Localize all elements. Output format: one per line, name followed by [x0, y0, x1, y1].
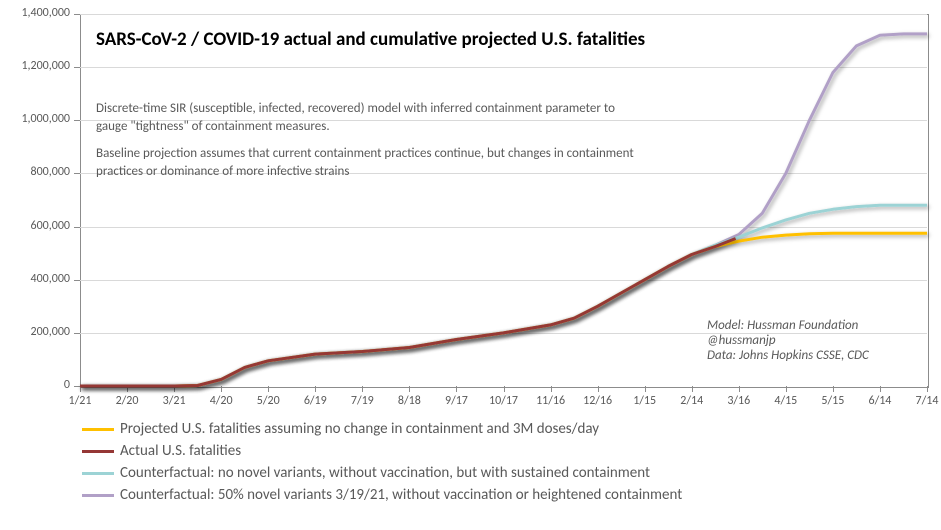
legend-item: Counterfactual: 50% novel variants 3/19/…	[82, 486, 682, 504]
x-tick-label: 2/20	[105, 394, 149, 408]
x-tick	[268, 386, 269, 392]
credit-line: Data: Johns Hopkins CSSE, CDC	[707, 348, 869, 363]
legend-swatch	[82, 472, 114, 475]
x-tick-label: 1/15	[623, 394, 667, 408]
y-tick-label: 1,400,000	[21, 6, 70, 20]
x-tick-label: 7/14	[905, 394, 941, 408]
legend-item: Projected U.S. fatalities assuming no ch…	[82, 420, 682, 438]
legend-label: Actual U.S. fatalities	[120, 442, 241, 460]
legend-swatch	[82, 494, 114, 497]
x-tick	[456, 386, 457, 392]
x-tick-label: 6/19	[293, 394, 337, 408]
x-tick-label: 12/16	[576, 394, 620, 408]
legend-item: Counterfactual: no novel variants, witho…	[82, 464, 682, 482]
chart-description: Discrete-time SIR (susceptible, infected…	[96, 100, 636, 180]
x-tick	[221, 386, 222, 392]
x-tick-label: 1/21	[58, 394, 102, 408]
legend-swatch	[82, 428, 114, 431]
x-tick	[833, 386, 834, 392]
credit-line: Model: Hussman Foundation	[707, 318, 869, 333]
legend-label: Projected U.S. fatalities assuming no ch…	[120, 420, 599, 438]
y-tick-label: 400,000	[31, 272, 71, 286]
x-tick	[880, 386, 881, 392]
credit-line: @hussmanjp	[707, 333, 869, 348]
y-tick-label: 800,000	[31, 165, 71, 179]
x-tick-label: 3/21	[152, 394, 196, 408]
x-tick-label: 3/16	[717, 394, 761, 408]
series-line	[80, 239, 736, 387]
legend-label: Counterfactual: no novel variants, witho…	[120, 464, 650, 482]
legend-label: Counterfactual: 50% novel variants 3/19/…	[120, 486, 682, 504]
x-tick-label: 9/17	[434, 394, 478, 408]
series-line	[80, 233, 927, 386]
y-tick-label: 600,000	[31, 219, 71, 233]
x-tick-label: 5/15	[811, 394, 855, 408]
x-tick-label: 11/16	[529, 394, 573, 408]
x-tick	[739, 386, 740, 392]
x-tick	[504, 386, 505, 392]
x-tick-label: 8/18	[387, 394, 431, 408]
y-tick-label: 0	[64, 378, 70, 392]
x-tick-label: 4/20	[199, 394, 243, 408]
y-tick-label: 200,000	[31, 325, 71, 339]
legend-item: Actual U.S. fatalities	[82, 442, 682, 460]
x-tick-label: 10/17	[482, 394, 526, 408]
x-tick-label: 7/19	[340, 394, 384, 408]
x-tick-label: 6/14	[858, 394, 902, 408]
x-tick-label: 2/14	[670, 394, 714, 408]
y-tick-label: 1,200,000	[21, 59, 70, 73]
x-tick	[598, 386, 599, 392]
x-tick	[645, 386, 646, 392]
x-tick-label: 4/15	[764, 394, 808, 408]
x-tick	[409, 386, 410, 392]
legend-swatch	[82, 450, 114, 453]
x-tick-label: 5/20	[246, 394, 290, 408]
x-tick	[551, 386, 552, 392]
y-tick-label: 1,000,000	[21, 112, 70, 126]
credits: Model: Hussman Foundation@hussmanjpData:…	[707, 318, 869, 363]
description-line: Discrete-time SIR (susceptible, infected…	[96, 100, 636, 135]
legend: Projected U.S. fatalities assuming no ch…	[82, 420, 682, 508]
x-tick	[786, 386, 787, 392]
x-tick	[315, 386, 316, 392]
x-tick	[692, 386, 693, 392]
description-line: Baseline projection assumes that current…	[96, 145, 636, 180]
x-tick	[362, 386, 363, 392]
x-tick	[927, 386, 928, 392]
chart-title: SARS-CoV-2 / COVID-19 actual and cumulat…	[96, 28, 645, 51]
